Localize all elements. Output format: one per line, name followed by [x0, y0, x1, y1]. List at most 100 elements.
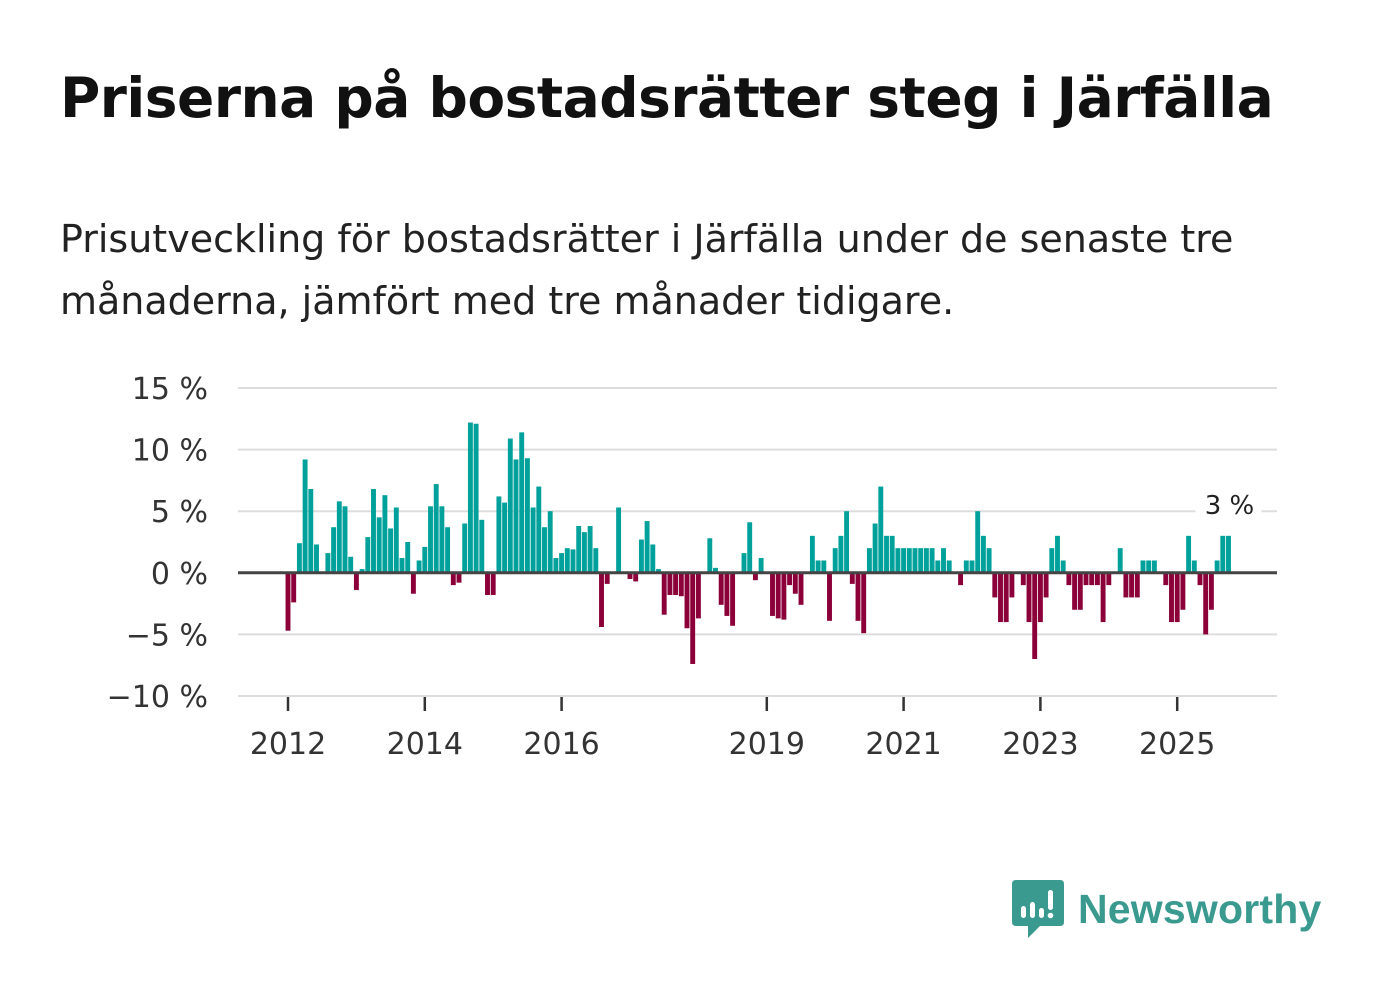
bar: [1203, 572, 1209, 635]
bar: [707, 538, 713, 573]
bar: [941, 548, 946, 573]
x-tick-label: 2021: [865, 727, 941, 762]
bar: [1197, 572, 1203, 586]
bar: [724, 572, 730, 616]
bar: [1066, 572, 1072, 586]
bar: [946, 560, 952, 573]
y-tick-label: −10 %: [107, 680, 208, 715]
bar: [1186, 535, 1192, 573]
annotation: 3 %: [1195, 490, 1262, 521]
bar: [331, 527, 337, 573]
bar: [644, 521, 650, 573]
bar: [410, 572, 416, 594]
bar: [963, 560, 969, 573]
bar: [359, 569, 365, 573]
bar: [416, 560, 422, 573]
bar: [1077, 572, 1083, 610]
x-tick-label: 2023: [1002, 727, 1078, 762]
bar: [1129, 572, 1135, 598]
bar: [1094, 572, 1100, 586]
bar: [1003, 572, 1009, 623]
bar: [821, 560, 827, 573]
bar: [809, 535, 815, 573]
bar: [365, 537, 371, 573]
bar: [929, 548, 935, 573]
x-tick-label: 2014: [387, 727, 463, 762]
bar: [342, 506, 348, 573]
bar: [445, 527, 451, 573]
bar: [1072, 572, 1078, 610]
bar: [1100, 572, 1106, 623]
bar: [980, 535, 986, 573]
bar: [524, 458, 530, 573]
bar: [895, 548, 901, 573]
x-tick-label: 2019: [729, 727, 805, 762]
bar: [496, 496, 502, 573]
bar: [519, 432, 525, 573]
bar: [730, 572, 736, 626]
bar: [673, 572, 679, 595]
bar: [752, 572, 758, 581]
bar: [479, 519, 485, 573]
gridlines: [238, 387, 1277, 697]
bar: [428, 506, 433, 573]
bar: [798, 572, 804, 605]
bar: [758, 558, 764, 573]
chart-subtitle: Prisutveckling för bostadsrätter i Järfä…: [60, 217, 1234, 323]
bar: [399, 558, 405, 573]
bar: [285, 572, 291, 631]
bar: [690, 572, 696, 664]
bar: [718, 572, 724, 605]
bar: [866, 548, 872, 573]
brand-name: Newsworthy: [1078, 885, 1322, 932]
bar: [604, 572, 610, 584]
bar: [388, 528, 394, 573]
bar: [787, 572, 793, 586]
bar: [1174, 572, 1180, 623]
bars: [285, 422, 1231, 664]
bar: [901, 548, 907, 573]
x-tick-label: 2016: [523, 727, 599, 762]
bar: [906, 548, 912, 573]
bar: [667, 572, 673, 595]
bar: [975, 511, 981, 573]
bar: [1180, 572, 1186, 610]
x-tick-label: 2025: [1139, 727, 1215, 762]
bar: [593, 548, 599, 573]
bar: [587, 525, 593, 573]
y-tick-label: 15 %: [132, 372, 208, 407]
bar: [467, 422, 473, 573]
bar: [559, 553, 565, 573]
bar: [661, 572, 667, 615]
bar: [433, 484, 439, 573]
bar: [325, 553, 331, 573]
bar: [308, 489, 314, 573]
bar: [872, 523, 878, 573]
bar: [439, 506, 445, 573]
bar: [1134, 572, 1140, 598]
bar: [547, 511, 553, 573]
bar: [314, 544, 319, 573]
bar: [969, 560, 975, 573]
bar: [832, 548, 838, 573]
bar: [456, 572, 462, 583]
bar: [1106, 572, 1112, 586]
bar: [986, 548, 992, 573]
y-axis-labels: 15 % 10 % 5 % 0 % −5 % −10 %: [107, 372, 208, 715]
bar: [490, 572, 496, 595]
bar: [1220, 535, 1226, 573]
bar: [713, 567, 718, 573]
bar: [473, 423, 479, 573]
bar: [353, 572, 359, 591]
annotation-background: [1195, 490, 1262, 520]
bar: [1214, 560, 1220, 573]
bar: [889, 535, 895, 573]
bar: [633, 572, 639, 582]
bar: [935, 560, 941, 573]
bar: [1083, 572, 1089, 586]
bar: [1151, 560, 1157, 573]
bar: [1140, 560, 1146, 573]
newsworthy-logo-icon: [1012, 880, 1064, 938]
bar: [564, 548, 570, 573]
x-tick-label: 2012: [250, 727, 326, 762]
